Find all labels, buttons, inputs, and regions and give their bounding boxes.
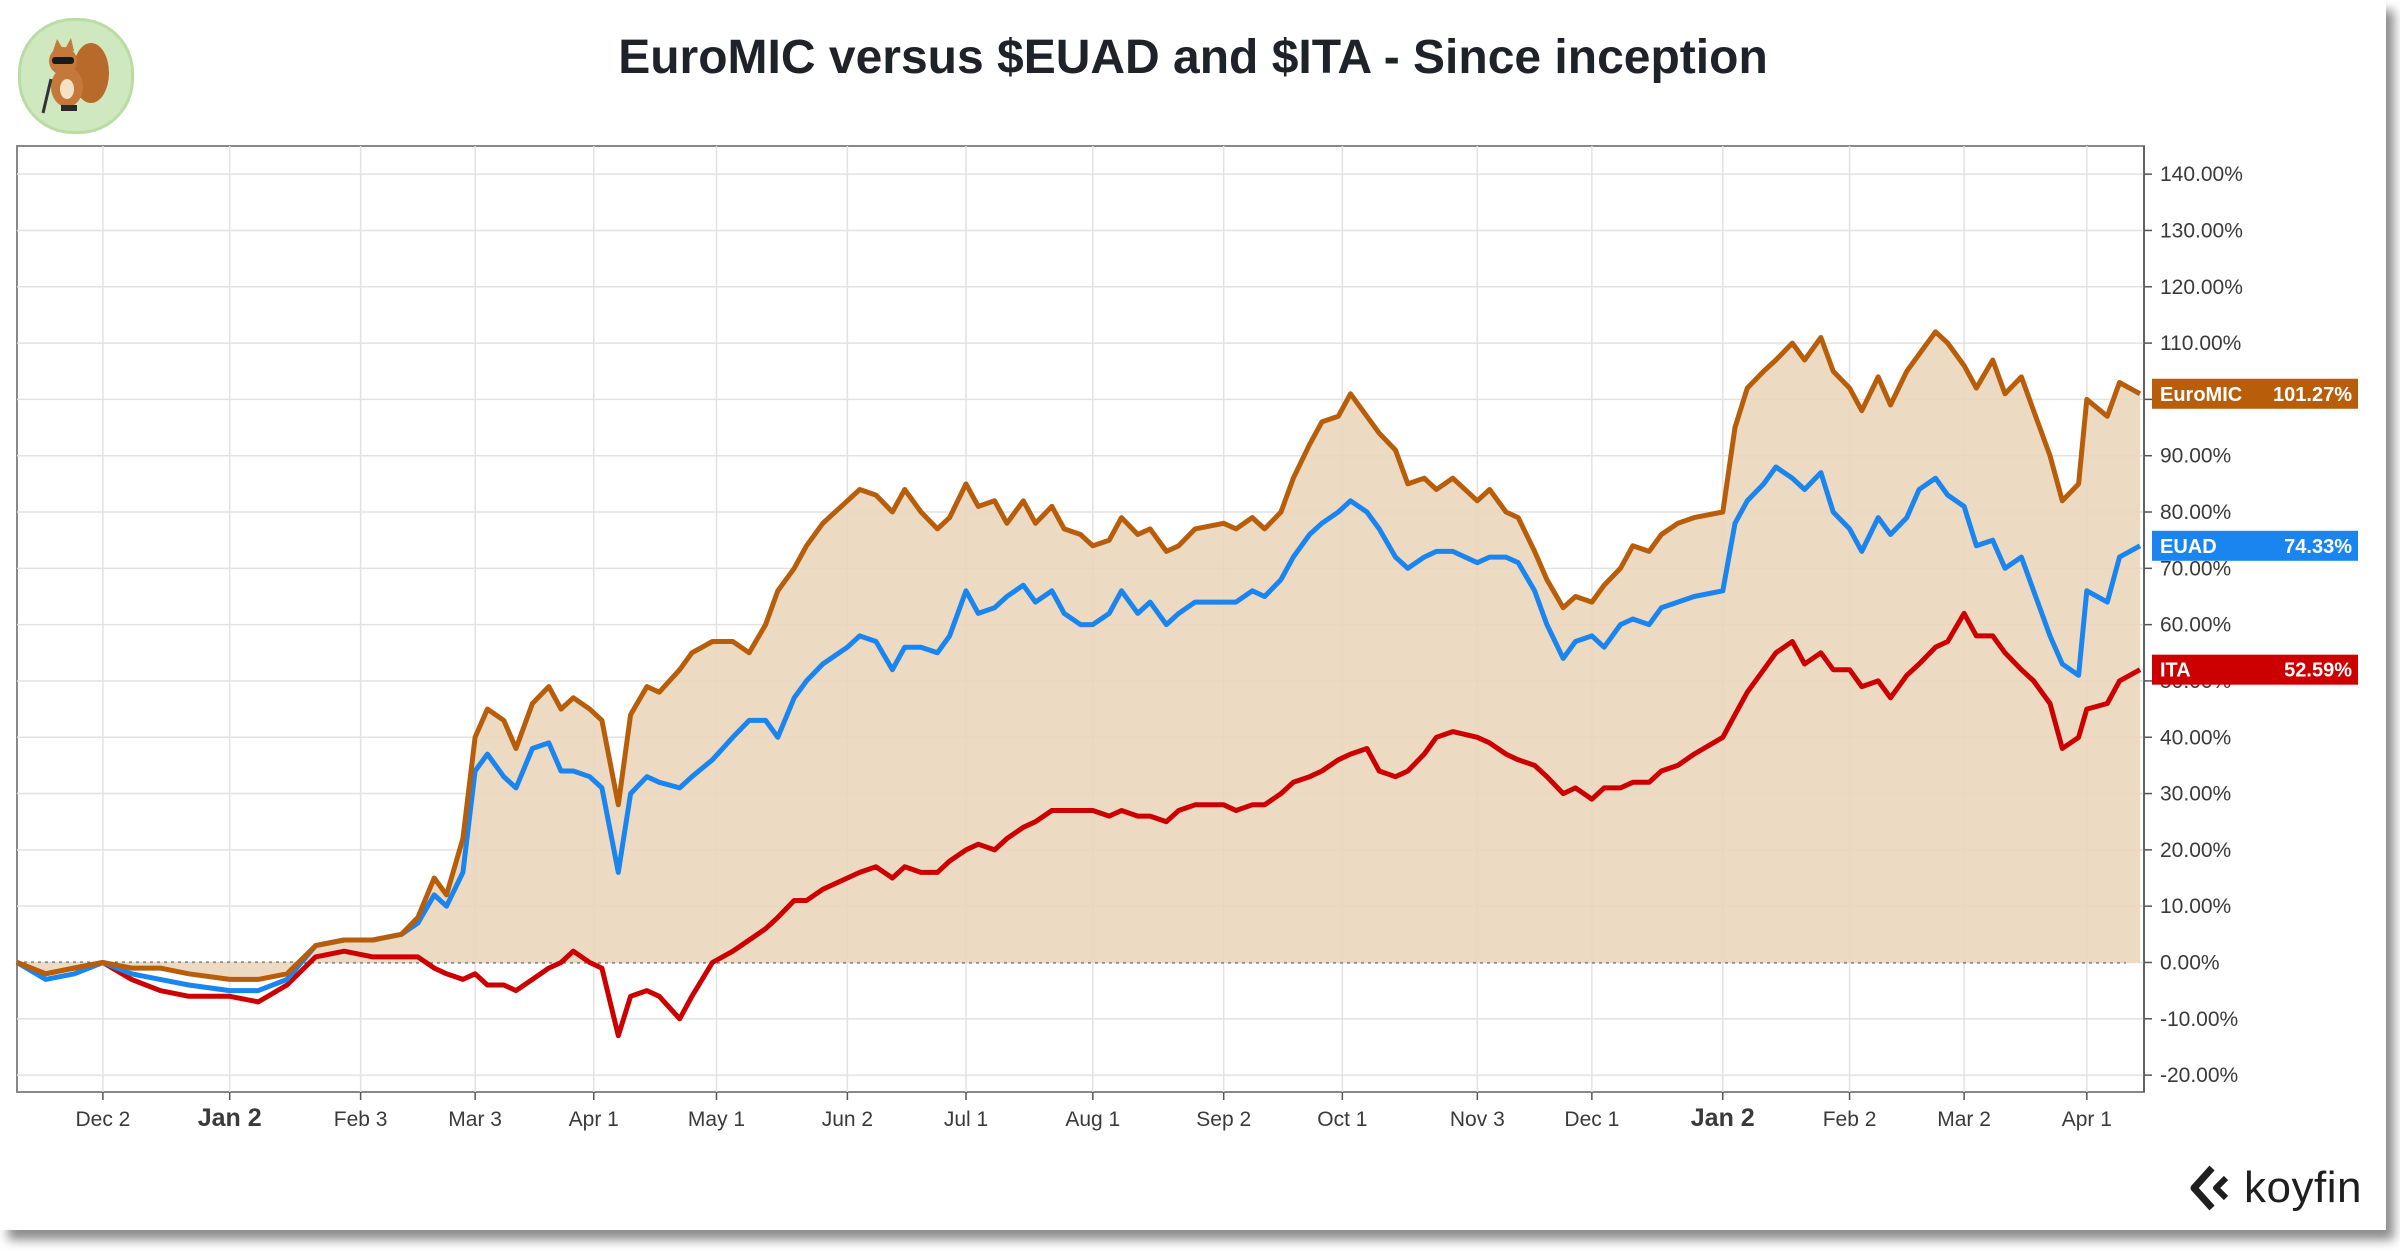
- x-tick-label: Mar 3: [448, 1108, 502, 1131]
- y-tick-label: 80.00%: [2160, 501, 2231, 524]
- y-tick-label: 90.00%: [2160, 445, 2231, 468]
- x-tick-label: Apr 1: [2062, 1108, 2112, 1131]
- euad-badge-name: EUAD: [2160, 536, 2217, 558]
- koyfin-brand: koyfin: [2186, 1158, 2362, 1218]
- euromic-badge-bg: [2152, 378, 2358, 409]
- koyfin-wordmark: koyfin: [2244, 1163, 2362, 1212]
- ita-badge: ITA 52.59%: [2152, 654, 2358, 685]
- squirrel-mascot-icon: [41, 38, 109, 114]
- x-tick-label: Feb 2: [1823, 1108, 1877, 1131]
- euromic-badge-value: 101.27%: [2273, 384, 2352, 406]
- euromic-area: [17, 331, 2140, 980]
- x-axis: Dec 2 Jan 2 Feb 3 Mar 3 Apr 1 May 1 Jun 2 Jul 1…: [75, 1092, 2112, 1132]
- y-tick-label: 60.00%: [2160, 614, 2231, 637]
- chart-frame: EuroMIC versus $EUAD and $ITA - Since in…: [15, 18, 2362, 1218]
- ita-line: [16, 610, 2142, 1039]
- series-lines: [15, 329, 2142, 1039]
- y-tick-label: 120.00%: [2160, 276, 2243, 299]
- x-tick-label: May 1: [688, 1108, 745, 1131]
- euad-badge-value: 74.33%: [2284, 536, 2352, 558]
- euromic-line: [16, 329, 2142, 982]
- ita-badge-name: ITA: [2160, 660, 2191, 682]
- x-tick-label: Nov 3: [1450, 1108, 1505, 1131]
- x-tick-label: Feb 3: [334, 1108, 388, 1131]
- y-tick-label: 20.00%: [2160, 839, 2231, 862]
- y-tick-label: 140.00%: [2160, 163, 2243, 186]
- y-tick-label: 30.00%: [2160, 783, 2231, 806]
- y-tick-label: 110.00%: [2160, 332, 2241, 355]
- squirrel-logo: [18, 18, 134, 134]
- x-tick-label: Apr 1: [569, 1108, 619, 1131]
- last-value-badges: EuroMIC 101.27% EUAD 74.33% ITA 52.59%: [2152, 378, 2358, 685]
- x-tick-label: Jan 2: [198, 1104, 262, 1132]
- x-tick-label: Oct 1: [1317, 1108, 1367, 1131]
- chart-title: EuroMIC versus $EUAD and $ITA - Since in…: [618, 31, 1768, 84]
- y-tick-label: 70.00%: [2160, 557, 2231, 580]
- x-tick-label: Jul 1: [944, 1108, 988, 1131]
- x-tick-label: Dec 1: [1564, 1108, 1619, 1131]
- line-chart: 140.00% 130.00% 120.00% 110.00% 90.00% 80.00%…: [15, 145, 2358, 1132]
- y-axis: 140.00% 130.00% 120.00% 110.00% 90.00% 80.00%…: [2143, 146, 2243, 1092]
- x-tick-label: Sep 2: [1196, 1108, 1251, 1131]
- euad-line: [15, 464, 2142, 994]
- y-tick-label: 10.00%: [2160, 895, 2231, 918]
- euad-badge-bg: [2152, 530, 2358, 561]
- y-tick-label: 0.00%: [2160, 951, 2220, 974]
- y-tick-label: -10.00%: [2160, 1008, 2238, 1031]
- x-tick-label: Aug 1: [1065, 1108, 1120, 1131]
- x-tick-label: Mar 2: [1937, 1108, 1991, 1131]
- ita-badge-bg: [2152, 654, 2358, 685]
- ita-badge-value: 52.59%: [2284, 660, 2352, 682]
- y-tick-label: -20.00%: [2160, 1064, 2238, 1087]
- euad-badge: EUAD 74.33%: [2152, 530, 2358, 561]
- euromic-badge: EuroMIC 101.27%: [2152, 378, 2358, 409]
- y-tick-label: 40.00%: [2160, 726, 2231, 749]
- x-tick-label: Jun 2: [822, 1108, 873, 1131]
- x-tick-label: Jan 2: [1691, 1104, 1755, 1132]
- y-tick-label: 130.00%: [2160, 219, 2243, 242]
- koyfin-logo-icon: [2190, 1165, 2229, 1211]
- x-tick-label: Dec 2: [75, 1108, 130, 1131]
- euromic-badge-name: EuroMIC: [2160, 384, 2242, 406]
- euromic-area-fill: [17, 331, 2140, 980]
